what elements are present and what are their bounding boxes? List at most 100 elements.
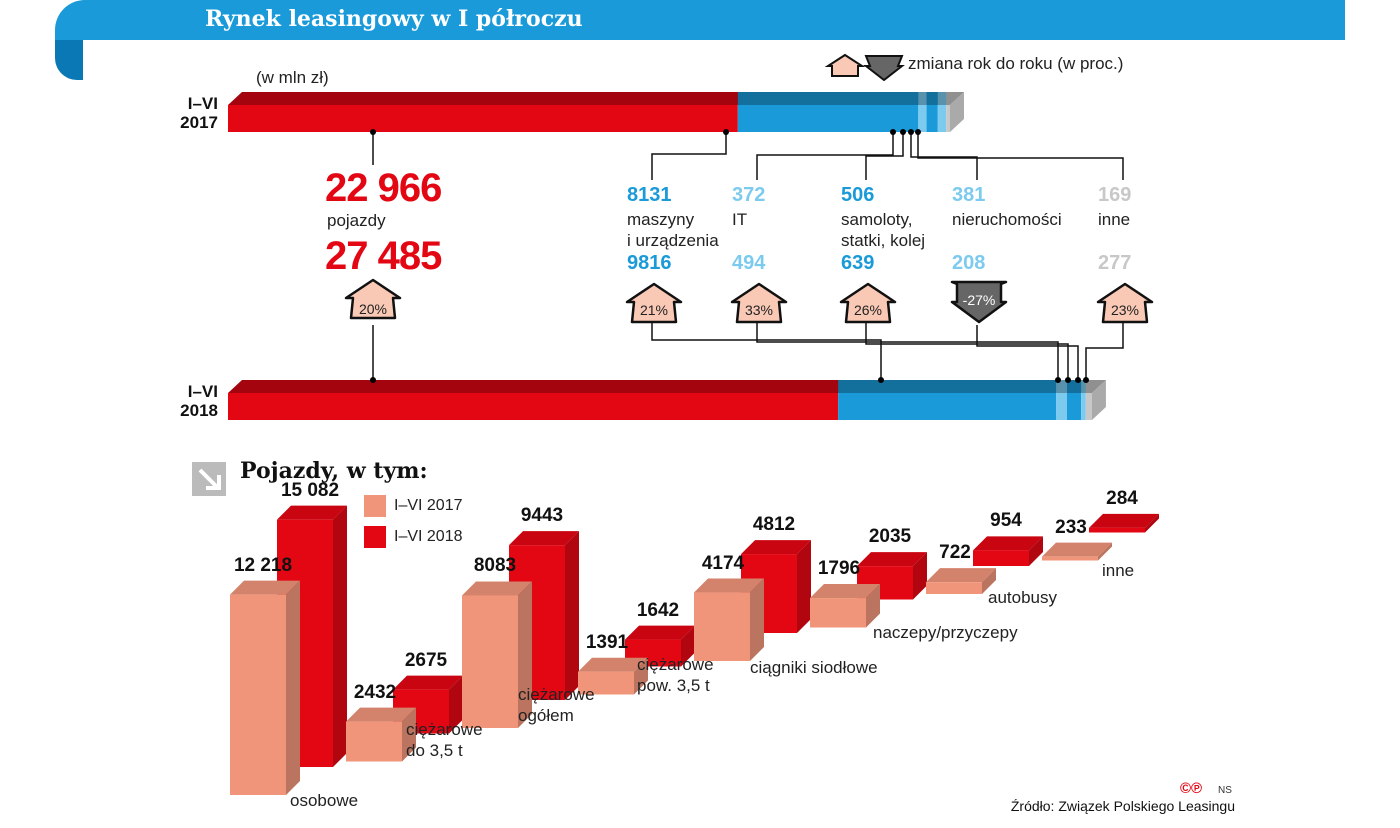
change-up-arrow-icon bbox=[839, 282, 897, 324]
connector-line bbox=[1085, 322, 1124, 380]
category-label: inne bbox=[1098, 210, 1131, 229]
connector-dot bbox=[915, 129, 921, 135]
bar-top-maszyny i urządzenia bbox=[737, 92, 933, 105]
category-label: inne bbox=[1102, 561, 1135, 580]
category-label: pow. 3,5 t bbox=[637, 676, 710, 695]
bar-2017-ciągniki siodłowe-side bbox=[750, 578, 764, 661]
legend-change: zmiana rok do roku (w proc.) bbox=[908, 54, 1124, 73]
legend-up-arrow-icon bbox=[824, 53, 866, 77]
bar-top-pojazdy bbox=[228, 92, 752, 105]
bar-2018-ciągniki siodłowe-side bbox=[797, 540, 811, 633]
bar-2017-ciężarowe ogółem bbox=[462, 595, 518, 728]
bar-2017-inne-top bbox=[1042, 542, 1112, 557]
bar-top-maszyny i urządzenia bbox=[838, 380, 1071, 393]
value-label-2018: 1642 bbox=[636, 599, 680, 621]
bar-2018-osobowe-side bbox=[333, 505, 347, 767]
bar-segment-nieruchomości bbox=[1081, 393, 1086, 420]
change-down-arrow-icon bbox=[950, 280, 1008, 324]
connector-dot bbox=[900, 129, 906, 135]
value-label-2018: 954 bbox=[990, 510, 1022, 532]
value-label-2017: 4174 bbox=[701, 552, 745, 574]
connector-dot bbox=[878, 377, 884, 383]
bar-2018-naczepy/przyczepy-side bbox=[913, 552, 927, 600]
bar-2018-ciężarowe pow. 3,5 t-top bbox=[625, 625, 695, 640]
category-label: IT bbox=[732, 210, 748, 229]
value-label-2018: 9443 bbox=[520, 505, 564, 527]
bar-2017-ciężarowe ogółem-side bbox=[518, 581, 532, 728]
unit-note: (w mln zł) bbox=[256, 68, 329, 87]
value-2017-1: 372 bbox=[732, 184, 766, 206]
bar-2017-ciężarowe ogółem-top bbox=[462, 581, 532, 596]
bar-segment-nieruchomości bbox=[937, 105, 947, 132]
change-label-pojazdy: 20% bbox=[358, 301, 388, 317]
category-label: ciężarowe bbox=[637, 655, 714, 674]
bar-top-inne bbox=[946, 92, 964, 105]
connector-line bbox=[917, 132, 1124, 180]
bar-2018-ciężarowe ogółem-side bbox=[565, 531, 579, 700]
value-label-2017: 1796 bbox=[817, 558, 861, 580]
category-label: statki, kolej bbox=[841, 231, 926, 250]
connector-dot bbox=[890, 129, 896, 135]
legend-swatch-2018 bbox=[364, 526, 386, 548]
connector-dot bbox=[370, 129, 376, 135]
connector-dot bbox=[1083, 377, 1089, 383]
connector-line bbox=[756, 322, 1059, 380]
value-label-2017: 12 218 bbox=[233, 554, 293, 576]
bar-2018-ciągniki siodłowe-top bbox=[741, 540, 811, 555]
change-label: 23% bbox=[1110, 302, 1140, 318]
source-note: Źródło: Związek Polskiego Leasingu bbox=[1010, 798, 1235, 814]
connector-dot bbox=[1065, 377, 1071, 383]
connector-dot bbox=[1075, 377, 1081, 383]
category-label: autobusy bbox=[988, 588, 1057, 607]
value-label-2017: 2432 bbox=[353, 681, 397, 703]
change-label: -27% bbox=[962, 292, 996, 308]
bar-end-face bbox=[950, 92, 964, 132]
bar-2017-naczepy/przyczepy bbox=[810, 598, 866, 628]
bar-2017-ciężarowe do 3,5 t-top bbox=[346, 707, 416, 722]
value-label-2017: 722 bbox=[939, 542, 971, 564]
title-banner bbox=[55, 0, 1345, 40]
bar-segment-maszyny i urządzenia bbox=[838, 393, 1057, 420]
bar-2018-ciężarowe pow. 3,5 t-side bbox=[681, 625, 695, 667]
connector-dot bbox=[908, 129, 914, 135]
copyright-logo: ©℗ bbox=[1180, 780, 1203, 797]
page-title: Rynek leasingowy w I półroczu bbox=[205, 6, 583, 32]
pojazdy-2018-value: 27 485 bbox=[325, 234, 442, 278]
connector-line bbox=[865, 322, 1069, 380]
year-label-line: I–VI bbox=[187, 94, 218, 113]
category-label: naczepy/przyczepy bbox=[873, 623, 1018, 642]
bar-2018-osobowe-top bbox=[277, 505, 347, 520]
legend-down-arrow-icon bbox=[863, 55, 905, 82]
value-2017-4: 169 bbox=[1098, 184, 1132, 206]
legend-swatch-2017 bbox=[364, 495, 386, 517]
bar-2018-autobusy bbox=[973, 550, 1029, 566]
connector-line bbox=[651, 132, 727, 180]
bar-2017-autobusy-top bbox=[926, 568, 996, 583]
change-label: 21% bbox=[639, 302, 669, 318]
category-label: do 3,5 t bbox=[406, 741, 463, 760]
category-label: samoloty, bbox=[841, 210, 913, 229]
bar-2017-inne-side bbox=[1098, 542, 1112, 561]
bar-2017-autobusy-side bbox=[982, 568, 996, 594]
bar-segment-pojazdy bbox=[228, 393, 839, 420]
value-label-2018: 2675 bbox=[404, 649, 448, 671]
change-up-arrow-icon bbox=[344, 278, 402, 320]
category-label: ciężarowe bbox=[406, 720, 483, 739]
diagonal-arrow-icon bbox=[198, 468, 221, 490]
value-2018-0: 9816 bbox=[627, 252, 672, 274]
value-label-2018: 2035 bbox=[868, 526, 912, 548]
value-label-2017: 8083 bbox=[473, 555, 517, 577]
bar-segment-IT bbox=[918, 105, 927, 132]
year-label-line: 2017 bbox=[180, 113, 218, 132]
bar-2017-osobowe-side bbox=[286, 580, 300, 795]
bar-2018-autobusy-top bbox=[973, 536, 1043, 551]
connector-line bbox=[976, 325, 1079, 380]
legend-label-2017: I–VI 2017 bbox=[394, 497, 463, 514]
author-credit: NS bbox=[1218, 785, 1232, 796]
bar-segment-samoloty, statki, kolej bbox=[926, 105, 938, 132]
bar-2018-ciężarowe do 3,5 t-side bbox=[449, 675, 463, 734]
bar-2018-autobusy-side bbox=[1029, 536, 1043, 566]
value-label-2017: 233 bbox=[1055, 516, 1087, 538]
category-label: ogółem bbox=[518, 706, 574, 725]
